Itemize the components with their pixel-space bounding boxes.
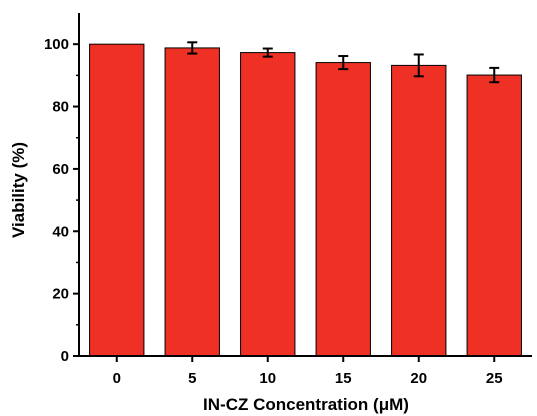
x-axis-title: IN-CZ Concentration (μM) <box>203 395 409 414</box>
y-axis-title: Viability (%) <box>9 142 28 238</box>
x-tick-label-0: 0 <box>113 370 121 387</box>
y-tick-label-60: 60 <box>52 161 69 178</box>
x-tick-label-20: 20 <box>410 370 427 387</box>
bars-layer <box>89 43 522 357</box>
bar-5 <box>164 47 220 357</box>
y-tick-label-80: 80 <box>52 99 69 116</box>
y-tick-label-100: 100 <box>44 36 69 53</box>
x-ticks-layer: 0 5 10 15 20 25 <box>113 356 503 387</box>
y-tick-label-0: 0 <box>61 348 69 365</box>
bar-15 <box>315 62 371 357</box>
x-tick-label-25: 25 <box>486 370 503 387</box>
y-tick-label-40: 40 <box>52 223 69 240</box>
bar-25 <box>466 74 522 357</box>
y-ticks-layer: 0 20 40 60 80 100 <box>44 36 79 365</box>
x-tick-label-10: 10 <box>259 370 276 387</box>
bar-10 <box>240 52 296 357</box>
error-bars-layer <box>187 41 500 84</box>
y-tick-label-20: 20 <box>52 286 69 303</box>
x-tick-label-15: 15 <box>335 370 352 387</box>
bar-0 <box>89 43 145 357</box>
bar-20 <box>391 64 447 357</box>
x-tick-label-5: 5 <box>188 370 196 387</box>
